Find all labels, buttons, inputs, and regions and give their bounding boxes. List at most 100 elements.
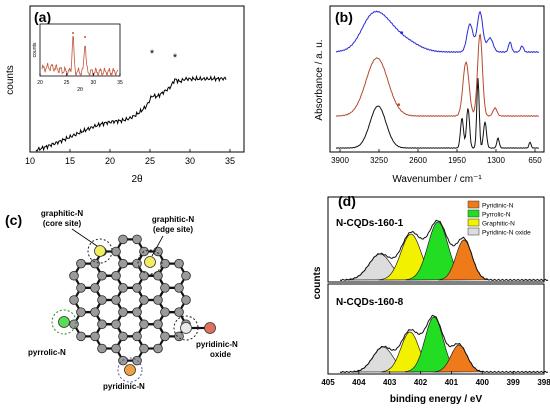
carbon-atom	[139, 343, 149, 354]
inset-peak-marker-2	[84, 36, 86, 38]
carbon-atom	[76, 258, 86, 269]
carbon-atom	[111, 295, 121, 305]
pointer-graphitic-edge	[151, 235, 164, 257]
inset-ylabel: counts	[32, 42, 38, 57]
carbon-atom	[139, 319, 149, 330]
panel-b-xticks: 3900 3250 2600 1950 1300 650	[331, 149, 542, 165]
carbon-atom	[132, 355, 142, 366]
inset-xtick-label: 20	[37, 80, 43, 86]
panel-b-dot-red: •	[397, 100, 401, 111]
carbon-atom	[76, 331, 86, 342]
nitrogen-pyridinic	[124, 364, 136, 376]
legend-entry: Pyrrolic-N	[482, 212, 511, 219]
panel-a-label: (a)	[34, 9, 51, 25]
carbon-atom	[69, 295, 79, 305]
panel-a-xtick-label: 15	[65, 156, 75, 166]
panel-a-frame	[29, 5, 245, 153]
carbon-atom	[160, 307, 170, 317]
carbon-atom	[174, 307, 184, 317]
label-pyridinic-oxide: pyridinic-N	[196, 340, 238, 349]
carbon-atom	[90, 283, 100, 293]
carbon-atom	[69, 270, 79, 281]
panel-b-ylabel: Absorbance / a. u.	[314, 39, 325, 120]
inset-xlabel: 2θ	[77, 87, 83, 93]
carbon-atom	[111, 343, 121, 354]
panel-d-xtick-label: 402	[414, 378, 428, 387]
label-graphitic-core: graphitic-N	[41, 209, 83, 218]
carbon-atom	[97, 295, 107, 305]
panel-b-blue-spectrum	[335, 10, 540, 54]
legend-swatch	[467, 218, 480, 227]
carbon-atom	[97, 343, 107, 354]
inset-frame	[39, 23, 121, 77]
carbon-atom	[97, 319, 107, 330]
carbon-atom	[132, 307, 142, 317]
nitrogen-graphitic-edge	[144, 256, 156, 268]
panel-b-xtick-label: 1950	[448, 156, 466, 165]
carbon-atom	[118, 283, 128, 293]
panel-d-top-frame	[327, 196, 545, 283]
carbon-atom	[111, 270, 121, 281]
panel-b-black-spectrum	[335, 78, 539, 149]
carbon-atom	[160, 283, 170, 293]
panel-b-xtick-label: 650	[528, 156, 542, 165]
carbon-atom	[174, 331, 184, 342]
carbon-atom	[132, 234, 142, 245]
nitrogen-pyrrolic-highlight	[51, 309, 77, 335]
nitrogen-pyridinic-highlight	[117, 357, 143, 383]
label-pyridinic-oxide-sub: oxide	[210, 350, 231, 359]
carbon-atom	[132, 258, 142, 269]
panel-b-label: (b)	[335, 9, 353, 25]
carbon-atom	[153, 319, 163, 330]
carbon-atom	[132, 283, 142, 293]
carbon-atom	[139, 295, 149, 305]
panel-b-xtick-label: 3250	[370, 156, 388, 165]
panel-b-dot-blue: •	[400, 28, 404, 39]
carbon-atom	[69, 319, 79, 330]
panel-d-xtick-label: 399	[506, 378, 520, 387]
panel-a-xtick-label: 30	[185, 156, 195, 166]
panel-d: (d) N-CQDs-160-1 N-CQDs-160-8 Pyridinic-…	[312, 193, 550, 405]
carbon-atom	[118, 307, 128, 317]
carbon-atom	[111, 319, 121, 330]
panel-b-xtick-label: 3900	[331, 156, 349, 165]
carbon-atom	[153, 295, 163, 305]
panel-a: (a) counts 10 15 20 25 30 35 2θ * * counts 20…	[5, 5, 245, 185]
panel-d-ylabel: counts	[312, 266, 323, 299]
nitrogen-graphitic-core	[94, 245, 106, 257]
carbon-atom	[174, 283, 184, 293]
legend-swatch	[467, 209, 480, 218]
carbon-atom	[118, 234, 128, 245]
panel-a-xtick-label: 10	[25, 156, 35, 166]
carbon-atom	[153, 343, 163, 354]
panel-a-xrd-curve	[35, 74, 227, 152]
label-pyridinic: pyridinic-N	[103, 382, 145, 391]
carbon-atom	[181, 295, 191, 305]
panel-a-star-1: *	[150, 48, 155, 60]
legend-entry: Pyridinic-N oxide	[482, 230, 531, 237]
panel-b-xtick-label: 1300	[487, 156, 505, 165]
legend-entry: Pyridinic-N	[482, 203, 514, 210]
inset-xtick-label: 25	[64, 80, 70, 86]
nitrogen-pyridinic-oxide	[180, 322, 192, 334]
carbon-atom	[76, 283, 86, 293]
panel-b-xtick-label: 2600	[409, 156, 427, 165]
label-pyrrolic: pyrrolic-N	[28, 348, 66, 357]
nitrogen-pyrrolic	[58, 316, 70, 328]
panel-d-legend: Pyridinic-N Pyrrolic-N Graphitic-N Pyridini…	[467, 200, 531, 237]
panel-c: (c) graphitic-N (core site) graphitic-N …	[5, 209, 238, 391]
envelope-curve	[339, 219, 549, 282]
molecule-atoms	[51, 234, 216, 383]
carbon-atom	[160, 258, 170, 269]
legend-entry: Graphitic-N	[482, 221, 515, 228]
panel-a-ylabel: counts	[5, 65, 16, 94]
panel-d-bottom-frame	[327, 283, 545, 375]
panel-d-label: (d)	[338, 193, 356, 209]
carbon-atom	[118, 331, 128, 342]
panel-a-star-2: *	[173, 52, 178, 64]
panel-a-xtick-label: 35	[225, 156, 235, 166]
panel-b-red-spectrum	[335, 33, 540, 117]
label-graphitic-edge: graphitic-N	[152, 215, 194, 224]
pointer-graphitic-core	[71, 228, 98, 247]
